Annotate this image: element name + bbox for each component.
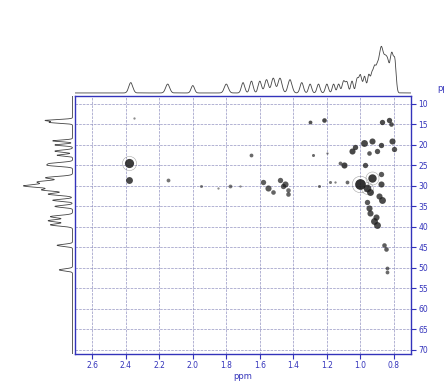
Text: ppm: ppm <box>437 84 444 93</box>
X-axis label: ppm: ppm <box>234 372 253 381</box>
